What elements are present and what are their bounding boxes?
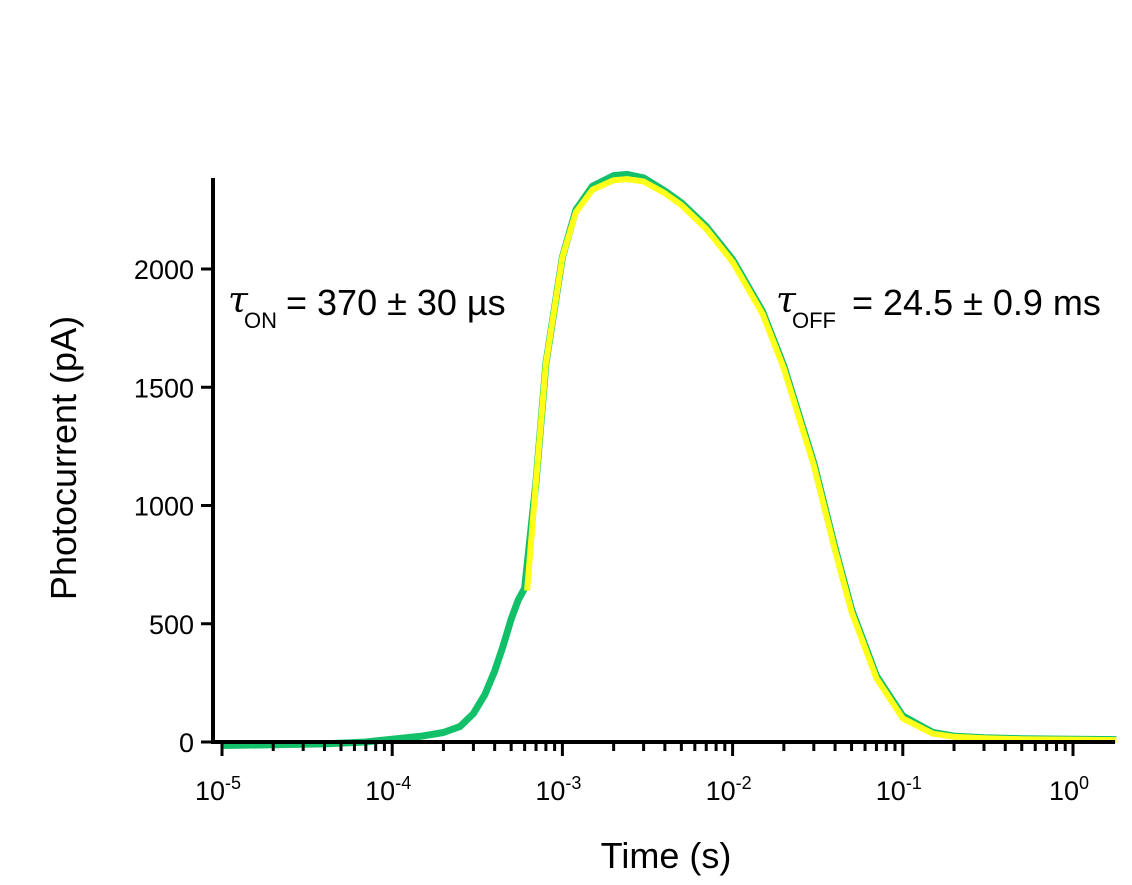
curves: [221, 170, 1117, 749]
series-line-1: [524, 176, 1117, 744]
tau-off-symbol: τ: [776, 280, 797, 321]
tau-on-value: = 370 ± 30 µs: [286, 282, 506, 323]
y-tick-label-4: 2000: [134, 255, 194, 285]
tau-on-annotation: τ ON = 370 ± 30 µs: [228, 280, 506, 333]
tau-off-subscript: OFF: [792, 308, 836, 333]
x-tick-label-3: 10-2: [706, 773, 752, 806]
x-tick-label-0: 10-5: [195, 773, 241, 806]
y-tick-label-1: 500: [149, 610, 194, 640]
y-tick-label-2: 1000: [134, 492, 194, 522]
axes: [211, 178, 1115, 744]
tau-off-annotation: τ OFF = 24.5 ± 0.9 ms: [776, 280, 1101, 333]
ticks: 0 500 1000 1500 2000 10-5 10-4 10-3 10-2 10-1 100: [134, 255, 1089, 806]
series-line-0: [221, 170, 1117, 749]
x-tick-label-5: 100: [1049, 773, 1089, 806]
tau-on-subscript: ON: [244, 308, 277, 333]
x-tick-label-4: 10-1: [876, 773, 922, 806]
x-tick-label-2: 10-3: [535, 773, 581, 806]
x-tick-label-1: 10-4: [365, 773, 411, 806]
tau-on-symbol: τ: [228, 280, 249, 321]
y-tick-label-0: 0: [179, 728, 194, 758]
y-axis-title: Photocurrent (pA): [43, 316, 84, 600]
x-axis-title: Time (s): [601, 835, 732, 876]
tau-off-value: = 24.5 ± 0.9 ms: [852, 282, 1101, 323]
y-tick-label-3: 1500: [134, 373, 194, 403]
